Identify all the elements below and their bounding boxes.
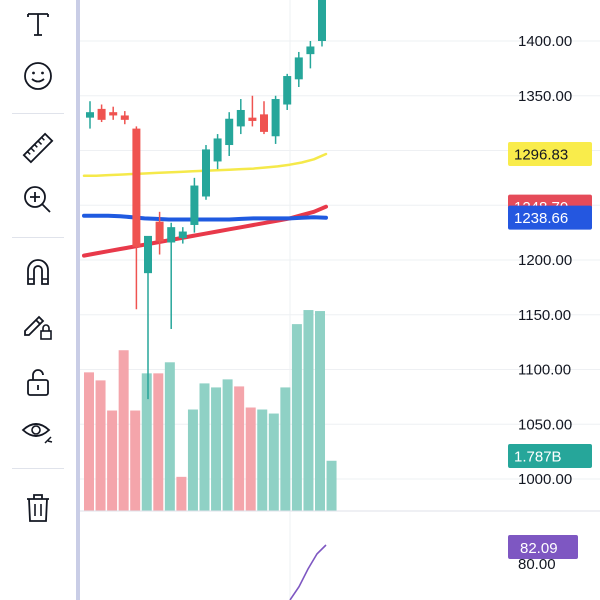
price-axis: 1400.001350.001300.001250.001200.001150.… (518, 33, 572, 488)
axis-tick-label: 1350.00 (518, 88, 572, 105)
candle (248, 117, 257, 121)
axis-tick-label: 1000.00 (518, 471, 572, 488)
price-badge: 1238.66 (514, 210, 568, 227)
lock-pencil-icon[interactable] (14, 304, 62, 348)
candle (190, 185, 199, 225)
candle (318, 0, 326, 42)
volume-bar (326, 460, 337, 511)
candle (236, 109, 245, 127)
volume-bar (164, 362, 175, 511)
candle (306, 46, 315, 55)
toolbar-divider (76, 0, 80, 600)
ruler-icon[interactable] (14, 126, 62, 170)
volume-bar (176, 476, 187, 511)
volume-bars (84, 310, 337, 511)
volume-bar (245, 407, 256, 511)
drawing-toolbar (0, 0, 76, 600)
volume-bar (95, 380, 106, 511)
toolbar-separator (12, 468, 64, 469)
text-icon[interactable] (14, 2, 62, 46)
volume-bar (234, 386, 245, 511)
candle (144, 235, 152, 274)
toolbar-separator (12, 113, 64, 114)
toolbar-separator (12, 237, 64, 238)
candle (294, 57, 303, 80)
rsi-badge: 82.09 (520, 540, 558, 557)
volume-bar (84, 372, 94, 511)
rsi-line (289, 544, 327, 600)
candle (271, 99, 280, 137)
trash-icon[interactable] (14, 486, 62, 530)
candle (155, 221, 164, 242)
price-badge-bg (508, 141, 592, 166)
price-badge: 1296.83 (514, 146, 568, 163)
candles (86, 0, 326, 400)
volume-bar (280, 387, 291, 511)
candle (86, 112, 94, 118)
volume-bar (199, 383, 210, 511)
candle (109, 112, 118, 116)
zoom-in-icon[interactable] (14, 178, 62, 222)
candle (178, 231, 187, 239)
volume-bar (222, 379, 233, 511)
volume-bar (153, 373, 164, 511)
unlock-icon[interactable] (14, 360, 62, 404)
candle (132, 128, 141, 247)
volume-bar (118, 350, 129, 511)
volume-bar (257, 409, 268, 511)
moving-average-blue (82, 213, 328, 222)
eye-icon[interactable] (14, 410, 62, 454)
rsi-tick-label: 80.00 (518, 556, 556, 573)
price-chart[interactable]: 1400.001350.001300.001250.001200.001150.… (80, 0, 600, 600)
axis-tick-label: 1400.00 (518, 33, 572, 50)
rsi-badge-bg (508, 535, 578, 559)
volume-bar (303, 310, 314, 511)
volume-badge: 1.787B (514, 449, 562, 466)
volume-bar (211, 387, 222, 511)
volume-bar (141, 373, 152, 511)
volume-bar (315, 311, 325, 511)
volume-bar (130, 410, 141, 511)
candle (120, 115, 129, 120)
price-badges: 1296.831248.701238.661.787B (508, 141, 592, 468)
magnet-icon[interactable] (14, 250, 62, 294)
candle (202, 149, 210, 197)
axis-tick-label: 1200.00 (518, 252, 572, 269)
emoji-icon[interactable] (14, 54, 62, 98)
price-badge-bg (508, 205, 592, 230)
volume-bar (268, 413, 279, 511)
axis-tick-label: 1050.00 (518, 416, 572, 433)
volume-bar (291, 324, 302, 511)
candle (260, 114, 268, 132)
axis-tick-label: 1100.00 (518, 362, 571, 379)
volume-badge-bg (508, 444, 592, 468)
candle (97, 108, 106, 120)
candle (213, 138, 222, 162)
volume-bar (107, 410, 118, 511)
axis-tick-label: 1150.00 (518, 307, 571, 324)
candle (225, 118, 234, 146)
candle (283, 76, 292, 105)
volume-bar (187, 409, 198, 511)
candle (167, 227, 176, 243)
